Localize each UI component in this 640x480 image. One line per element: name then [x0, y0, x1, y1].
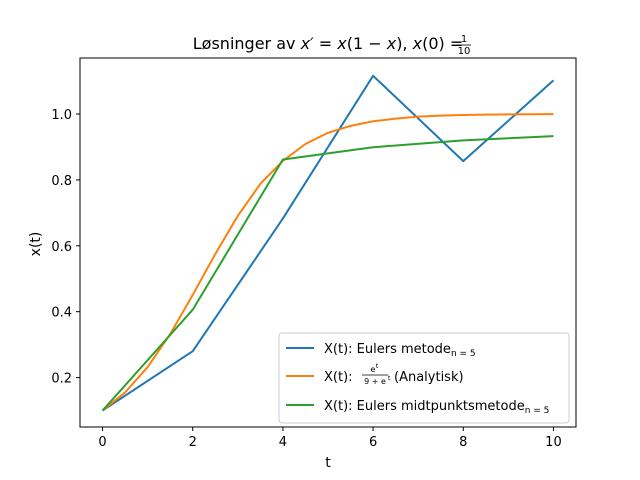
axes-layer: 0 2 4 6 8 10 0.2 0.4 0.6 0.8 1.0 [51, 57, 577, 450]
x-tick-label: 4 [279, 435, 287, 450]
legend: X(t): Eulers metoden = 5 X(t): e t 9 + e… [278, 332, 570, 424]
x-tick-label: 0 [98, 435, 106, 450]
y-tick-label: 0.6 [51, 240, 72, 255]
legend-box [278, 332, 570, 424]
x-tick-label: 8 [459, 435, 467, 450]
svg-text:t: t [376, 363, 379, 370]
y-tick-label: 0.8 [51, 174, 72, 189]
y-tick-label: 0.4 [51, 306, 72, 321]
legend-label-analytic: X(t): e t 9 + e t (Analytisk) [324, 363, 464, 386]
x-axis-label: t [325, 455, 331, 471]
svg-text:t: t [388, 375, 391, 382]
legend-label-midpoint: X(t): Eulers midtpunktsmetoden = 5 [324, 399, 549, 416]
plot-layer [101, 74, 555, 412]
x-tick-label: 2 [189, 435, 197, 450]
x-tick-label: 10 [545, 435, 562, 450]
y-axis-label: x(t) [28, 232, 44, 257]
svg-text:9 + e: 9 + e [364, 377, 386, 386]
axes-frame [79, 57, 577, 428]
svg-text:e: e [371, 365, 376, 374]
svg-text:10: 10 [458, 46, 471, 57]
legend-label-euler: X(t): Eulers metoden = 5 [324, 342, 476, 359]
chart-title-fraction: 1 10 [457, 34, 471, 57]
y-tick-label: 1.0 [51, 108, 72, 123]
svg-text:X(t):: X(t): [324, 370, 353, 385]
series-line-1 [102, 74, 555, 412]
svg-text:(Analytisk): (Analytisk) [394, 370, 464, 385]
y-tick-label: 0.2 [51, 372, 72, 387]
series-line-2 [101, 113, 554, 412]
x-tick-label: 6 [369, 435, 377, 450]
chart-title: Løsninger av x′ = x(1 − x), x(0) = [193, 34, 463, 53]
svg-text:1: 1 [461, 34, 467, 45]
series-line-3 [101, 135, 554, 412]
